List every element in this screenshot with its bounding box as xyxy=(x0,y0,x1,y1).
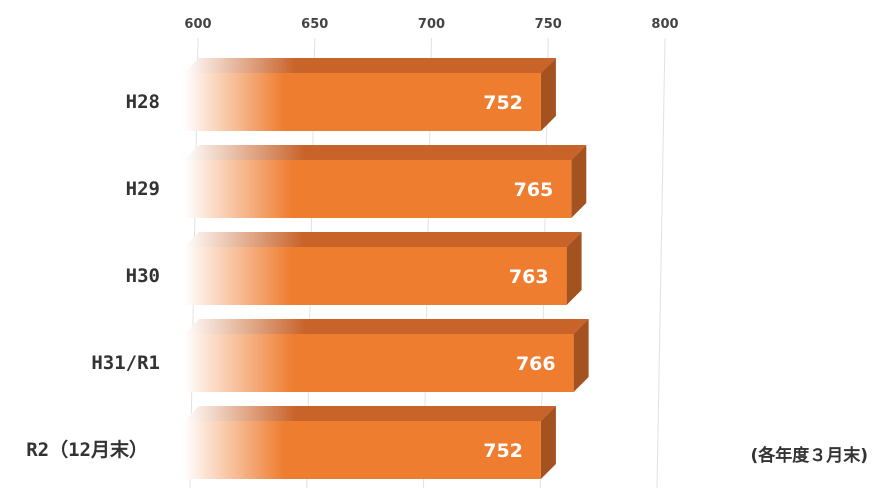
category-labels: H28 H29 H30 H31/R1 R2（12月末） xyxy=(26,91,160,461)
bar-side-face-3 xyxy=(573,319,589,392)
x-tick-label-0: 600 xyxy=(184,17,211,32)
bar-top-face-1 xyxy=(184,145,587,160)
bar-top-face-0 xyxy=(184,58,556,73)
bar-side-face-4 xyxy=(540,406,556,479)
x-tick-label-3: 750 xyxy=(535,17,562,32)
x-tick-label-2: 700 xyxy=(418,17,445,32)
data-label-0: 752 xyxy=(483,92,523,114)
note-label: (各年度３月末) xyxy=(750,445,868,466)
bar-front-face-0 xyxy=(184,73,541,131)
category-label-1: H29 xyxy=(126,178,160,200)
category-label-0: H28 xyxy=(126,91,160,113)
bar-side-face-1 xyxy=(571,145,587,218)
bar-front-face-3 xyxy=(184,334,574,392)
x-tick-label-1: 650 xyxy=(301,17,328,32)
bar-2: 763 xyxy=(184,232,582,305)
x-tick-label-4: 800 xyxy=(651,17,678,32)
bar-top-face-2 xyxy=(184,232,582,247)
bar-1: 765 xyxy=(184,145,587,218)
bar-4: 752 xyxy=(184,406,556,479)
bar-side-face-2 xyxy=(566,232,582,305)
bar-front-face-2 xyxy=(184,247,567,305)
bars: 752 765 763 766 752 xyxy=(184,58,589,479)
category-label-4: R2（12月末） xyxy=(26,438,148,461)
grid-line-4 xyxy=(656,37,666,489)
bar-3: 766 xyxy=(184,319,589,392)
bar-0: 752 xyxy=(184,58,556,131)
bar-side-face-0 xyxy=(540,58,556,131)
bar-front-face-4 xyxy=(184,421,541,479)
data-label-4: 752 xyxy=(483,440,523,462)
bar-top-face-3 xyxy=(184,319,589,334)
data-label-1: 765 xyxy=(514,179,554,201)
bar-top-face-4 xyxy=(184,406,556,421)
data-label-2: 763 xyxy=(509,266,549,288)
data-label-3: 766 xyxy=(516,353,556,375)
category-label-3: H31/R1 xyxy=(91,352,160,374)
bar-front-face-1 xyxy=(184,160,572,218)
category-label-2: H30 xyxy=(126,265,160,287)
x-axis-ticks: 600 650 700 750 800 xyxy=(184,17,678,32)
